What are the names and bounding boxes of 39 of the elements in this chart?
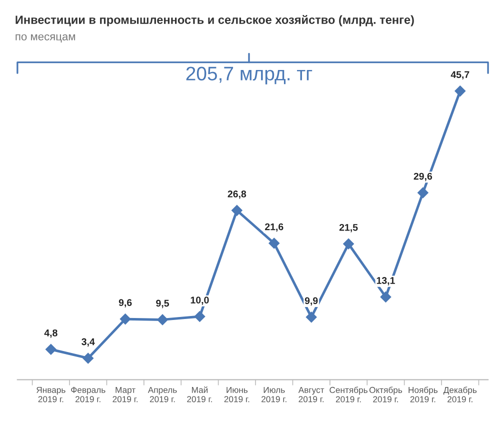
point bbox=[380, 292, 392, 302]
point bbox=[343, 238, 354, 250]
point bbox=[268, 238, 280, 249]
x-tick-label: Апрель 2019 г. bbox=[148, 386, 177, 402]
x-tick-label: Июнь 2019 г. bbox=[224, 386, 250, 402]
x-tick-label: Декабрь 2019 г. bbox=[443, 386, 477, 402]
x-tick-label: Октябрь 2019 г. bbox=[369, 386, 402, 402]
data-label: 45,7 bbox=[450, 71, 470, 80]
point bbox=[120, 314, 131, 324]
x-tick-label: Сентябрь 2019 г. bbox=[330, 386, 368, 402]
chart-title: Инвестиции в промышленность и сельское хозяйство (млрд. тенге) bbox=[16, 15, 414, 26]
data-label: 9,9 bbox=[304, 297, 318, 306]
x-tick-label: Март 2019 г. bbox=[112, 386, 138, 402]
x-tick-label: Февраль 2019 г. bbox=[71, 386, 106, 402]
point bbox=[306, 312, 317, 323]
data-label: 21,6 bbox=[265, 223, 284, 232]
point bbox=[157, 314, 168, 326]
x-tick-label: Май 2019 г. bbox=[187, 386, 212, 402]
data-label: 10,0 bbox=[190, 296, 209, 305]
point bbox=[231, 204, 242, 216]
point bbox=[82, 352, 94, 364]
point bbox=[418, 187, 428, 198]
chart-subtitle: по месяцам bbox=[16, 34, 76, 43]
x-tick-label: Июль 2019 г. bbox=[262, 386, 286, 402]
text: 205,7 млрд. тг bbox=[186, 66, 312, 84]
data-label: 9,6 bbox=[118, 299, 132, 308]
x-tick-label: Август 2019 г. bbox=[298, 386, 324, 402]
data-label: 4,8 bbox=[44, 329, 58, 338]
data-label: 21,5 bbox=[339, 224, 358, 232]
data-label: 26,8 bbox=[228, 190, 246, 199]
point bbox=[454, 86, 466, 96]
point bbox=[194, 311, 206, 322]
x-tick-label: Ноябрь 2019 г. bbox=[408, 386, 438, 402]
data-label: 13,1 bbox=[376, 277, 395, 286]
point bbox=[45, 344, 56, 355]
data-label: 9,5 bbox=[156, 300, 170, 308]
x-tick-label: Январь 2019 г. bbox=[36, 386, 66, 402]
data-label: 3,4 bbox=[82, 338, 95, 347]
data-label: 29,6 bbox=[414, 172, 432, 182]
